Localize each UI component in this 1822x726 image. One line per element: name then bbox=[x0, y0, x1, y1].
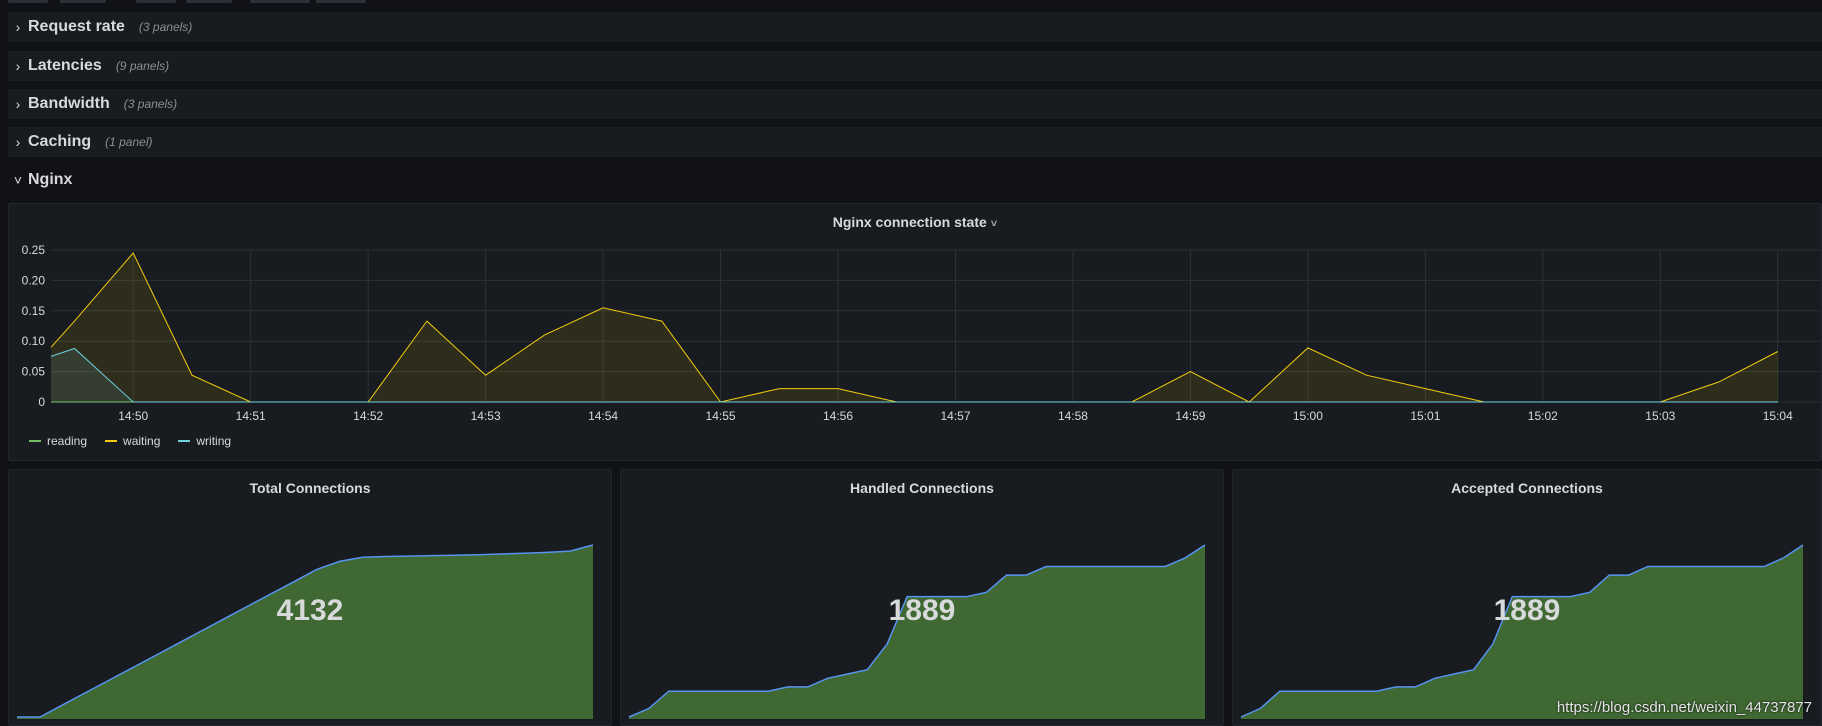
series-line-waiting bbox=[50, 252, 1779, 403]
handled-connections-sparkline bbox=[628, 544, 1206, 719]
legend-label: writing bbox=[196, 434, 232, 448]
series-line-writing bbox=[50, 347, 1778, 403]
toolbar-remnants bbox=[0, 0, 1822, 4]
legend-item-waiting[interactable]: waiting bbox=[105, 434, 160, 448]
x-tick-label: 14:50 bbox=[118, 409, 148, 423]
y-tick-label: 0 bbox=[38, 395, 45, 409]
y-tick-label: 0.20 bbox=[22, 273, 46, 287]
series-area-writing bbox=[51, 348, 1778, 402]
x-tick-label: 15:03 bbox=[1645, 409, 1675, 423]
y-tick-label: 0.15 bbox=[22, 304, 46, 318]
chevron-right-icon: › bbox=[15, 58, 21, 74]
stat-value: 1889 bbox=[1493, 594, 1561, 627]
row-panel-count: (1 panel) bbox=[105, 135, 153, 149]
row-title: Bandwidth bbox=[28, 95, 110, 112]
x-tick-label: 15:02 bbox=[1528, 409, 1558, 423]
x-tick-label: 14:51 bbox=[236, 409, 266, 423]
row-title: Latencies bbox=[28, 57, 102, 74]
panel-title-menu[interactable]: Nginx connection state ˅ bbox=[9, 214, 1821, 230]
x-tick-label: 15:04 bbox=[1763, 409, 1793, 423]
stat-panel-handled-connections: Handled Connections 1889 bbox=[620, 469, 1224, 726]
row-nginx[interactable]: ˅ Nginx bbox=[8, 165, 1822, 195]
row-panel-count: (3 panels) bbox=[123, 97, 178, 111]
panel-title[interactable]: Total Connections bbox=[249, 480, 371, 496]
connection-state-panel: Nginx connection state ˅ 0 0.05 0.10 0.15 0.2… bbox=[8, 203, 1822, 461]
sparkline-area bbox=[17, 545, 593, 719]
y-tick-label: 0.05 bbox=[22, 365, 46, 379]
stat-panel-total-connections: Total Connections 4132 bbox=[8, 469, 612, 726]
legend-label: waiting bbox=[123, 434, 161, 448]
row-title: Request rate bbox=[28, 18, 125, 35]
row-title: Caching bbox=[28, 133, 92, 150]
panel-title: Nginx connection state bbox=[832, 214, 987, 230]
series-area-waiting bbox=[51, 253, 1778, 402]
x-tick-label: 15:01 bbox=[1410, 409, 1440, 423]
chevron-down-icon: ˅ bbox=[13, 172, 23, 188]
legend-swatch bbox=[105, 440, 118, 442]
x-tick-label: 14:55 bbox=[706, 409, 736, 423]
accepted-connections-sparkline bbox=[1240, 544, 1804, 719]
legend-item-writing[interactable]: writing bbox=[178, 434, 231, 448]
row-bandwidth[interactable]: › Bandwidth (3 panels) bbox=[8, 89, 1822, 119]
legend-swatch bbox=[29, 440, 41, 442]
panel-title[interactable]: Handled Connections bbox=[850, 480, 994, 496]
sparkline-line bbox=[628, 544, 1206, 718]
sparkline-line bbox=[1240, 544, 1804, 718]
chart-legend: reading waiting writing bbox=[29, 434, 231, 448]
watermark: https://blog.csdn.net/weixin_44737877 bbox=[1556, 699, 1812, 716]
stat-value: 1889 bbox=[888, 594, 956, 627]
stat-value: 4132 bbox=[276, 594, 344, 627]
sparkline-area bbox=[629, 545, 1205, 719]
sparkline-area bbox=[1241, 545, 1803, 719]
x-tick-label: 14:59 bbox=[1175, 409, 1205, 423]
chevron-right-icon: › bbox=[15, 96, 21, 112]
x-tick-label: 14:53 bbox=[471, 409, 501, 423]
y-tick-label: 0.25 bbox=[22, 243, 46, 257]
stat-panel-accepted-connections: Accepted Connections 1889 bbox=[1232, 469, 1822, 726]
row-caching[interactable]: › Caching (1 panel) bbox=[8, 127, 1822, 157]
row-request-rate[interactable]: › Request rate (3 panels) bbox=[8, 12, 1822, 42]
x-tick-label: 15:00 bbox=[1293, 409, 1323, 423]
x-tick-label: 14:54 bbox=[588, 409, 618, 423]
x-tick-label: 14:57 bbox=[940, 409, 970, 423]
row-panel-count: (3 panels) bbox=[138, 20, 193, 34]
x-tick-label: 14:56 bbox=[823, 409, 853, 423]
y-tick-label: 0.10 bbox=[22, 334, 46, 348]
total-connections-sparkline bbox=[17, 544, 594, 719]
x-tick-label: 14:58 bbox=[1058, 409, 1088, 423]
legend-label: reading bbox=[47, 434, 88, 448]
legend-item-reading[interactable]: reading bbox=[29, 434, 87, 448]
chevron-right-icon: › bbox=[15, 134, 21, 150]
panel-title[interactable]: Accepted Connections bbox=[1451, 480, 1603, 496]
chevron-right-icon: › bbox=[15, 19, 21, 35]
connection-state-chart: 0 0.05 0.10 0.15 0.20 0.25 14:50 14:51 14:52 14:5… bbox=[22, 243, 1821, 423]
row-title: Nginx bbox=[28, 171, 73, 188]
x-tick-label: 14:52 bbox=[353, 409, 383, 423]
legend-swatch bbox=[178, 440, 191, 442]
row-panel-count: (9 panels) bbox=[115, 59, 170, 73]
row-latencies[interactable]: › Latencies (9 panels) bbox=[8, 51, 1822, 81]
chevron-down-icon: ˅ bbox=[990, 218, 998, 230]
sparkline-line bbox=[17, 544, 594, 718]
